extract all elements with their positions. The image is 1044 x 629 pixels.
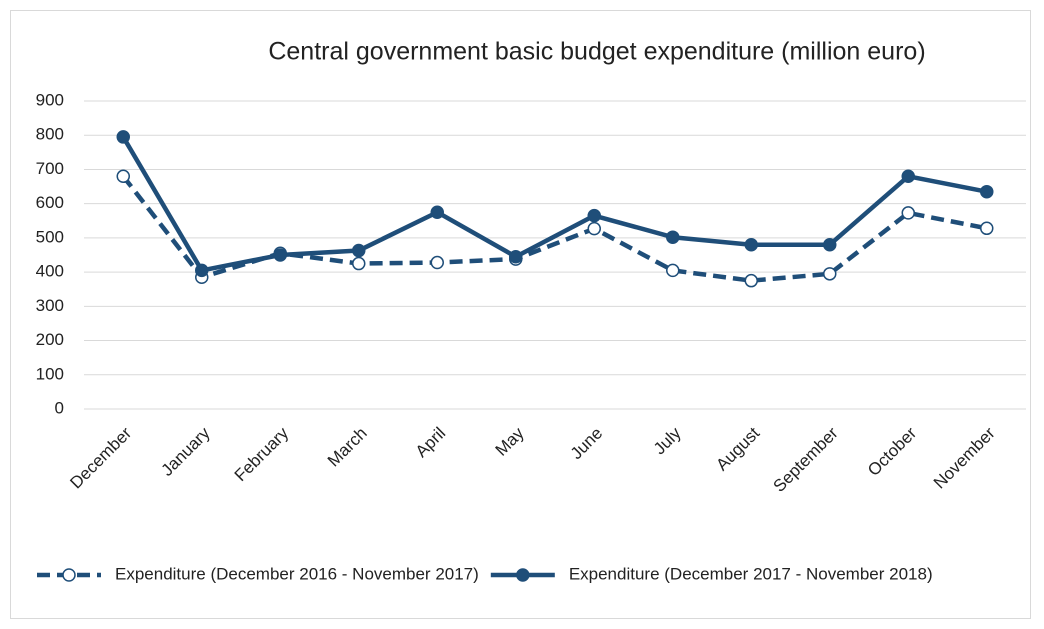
marker [430, 255, 444, 270]
y-tick-label: 700 [36, 159, 64, 178]
legend-label: Expenditure (December 2016 - November 20… [115, 564, 479, 583]
marker [666, 263, 680, 278]
marker [116, 130, 130, 144]
marker [666, 230, 680, 244]
y-tick-label: 300 [36, 296, 64, 315]
marker [901, 169, 915, 184]
marker [116, 169, 130, 184]
legend-label: Expenditure (December 2017 - November 20… [569, 564, 933, 583]
y-tick-label: 200 [36, 330, 64, 349]
y-tick-label: 600 [36, 193, 64, 212]
marker [823, 267, 837, 281]
marker [587, 221, 601, 236]
marker [744, 273, 758, 288]
y-tick-label: 0 [55, 398, 64, 417]
marker [823, 237, 837, 252]
chart-border [10, 10, 1031, 619]
marker [352, 256, 366, 271]
marker [980, 184, 994, 199]
series-line [121, 135, 988, 273]
marker [195, 263, 209, 278]
y-tick-label: 500 [36, 227, 64, 246]
marker [980, 221, 994, 236]
marker [587, 208, 601, 223]
marker [273, 248, 287, 262]
marker [901, 206, 915, 220]
y-tick-label: 100 [36, 364, 64, 383]
marker [62, 568, 76, 582]
marker [509, 249, 523, 264]
y-tick-label: 800 [36, 125, 64, 144]
series-line [121, 174, 988, 283]
marker [744, 237, 758, 252]
marker [516, 568, 530, 582]
marker [430, 205, 444, 219]
marker [352, 243, 366, 258]
y-tick-label: 400 [36, 262, 64, 281]
chart-title: Central government basic budget expendit… [268, 38, 925, 66]
y-tick-label: 900 [36, 90, 64, 109]
